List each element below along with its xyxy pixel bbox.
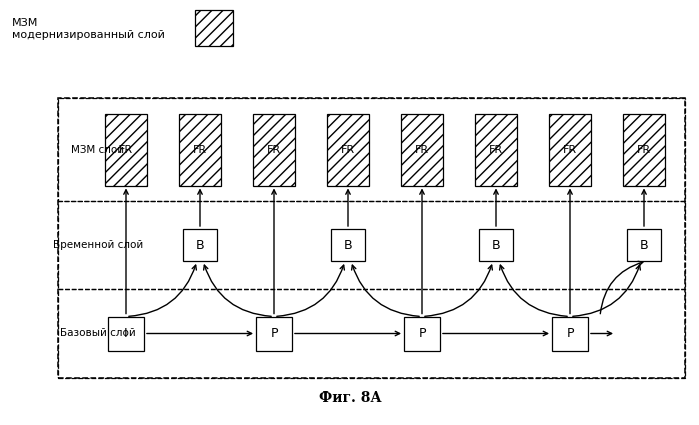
Bar [327, 113, 369, 185]
Bar [627, 229, 661, 261]
Bar [623, 113, 665, 185]
Text: FR: FR [637, 144, 651, 155]
Bar [58, 98, 685, 201]
Text: Временной слой: Временной слой [53, 240, 143, 250]
Bar [253, 113, 295, 185]
Bar [58, 201, 685, 289]
Bar [179, 113, 221, 185]
Text: МЗМ слой: МЗМ слой [71, 144, 124, 155]
Text: Базовый слой: Базовый слой [60, 329, 136, 338]
Bar [552, 317, 588, 351]
Text: модернизированный слой: модернизированный слой [12, 30, 165, 40]
Text: FR: FR [267, 144, 281, 155]
Bar [195, 10, 233, 46]
Text: P: P [418, 327, 426, 340]
Bar [549, 113, 591, 185]
Bar [105, 113, 147, 185]
Bar [401, 113, 443, 185]
Text: FR: FR [563, 144, 577, 155]
Bar [58, 98, 685, 378]
Text: FR: FR [193, 144, 207, 155]
Bar [475, 113, 517, 185]
Bar [108, 317, 144, 351]
Bar [256, 317, 292, 351]
Text: FR: FR [119, 144, 133, 155]
Text: FR: FR [415, 144, 429, 155]
Text: FR: FR [489, 144, 503, 155]
Text: B: B [640, 238, 648, 252]
Text: B: B [196, 238, 204, 252]
Text: МЗМ: МЗМ [12, 18, 38, 28]
Text: Фиг. 8А: Фиг. 8А [319, 391, 382, 405]
Bar [58, 289, 685, 378]
Text: B: B [491, 238, 500, 252]
Text: P: P [566, 327, 574, 340]
Text: I: I [124, 327, 128, 340]
Text: FR: FR [341, 144, 355, 155]
Bar [331, 229, 365, 261]
Bar [183, 229, 217, 261]
Text: P: P [271, 327, 278, 340]
Text: B: B [344, 238, 352, 252]
Bar [404, 317, 440, 351]
Bar [479, 229, 513, 261]
